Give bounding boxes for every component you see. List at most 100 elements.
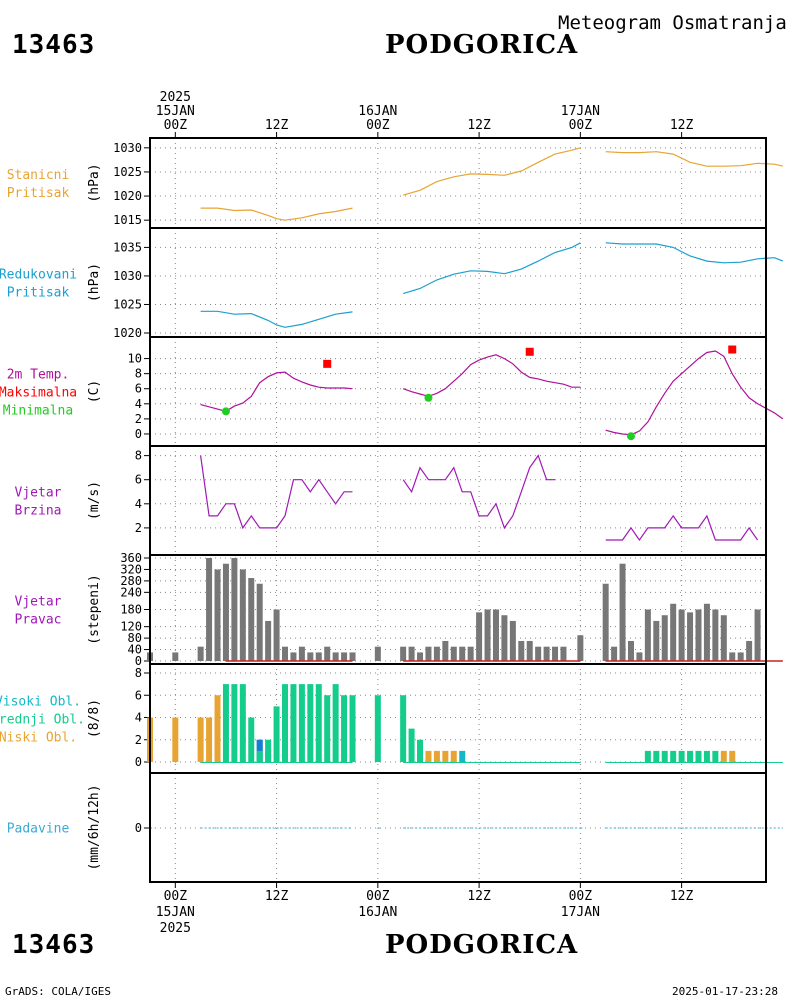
cloud-bar xyxy=(332,684,339,762)
direction-bar xyxy=(552,646,559,661)
direction-bar xyxy=(484,609,491,661)
panel-label: Padavine xyxy=(7,822,70,837)
cloud-bar xyxy=(172,717,179,762)
direction-bar xyxy=(627,640,634,661)
direction-bar xyxy=(636,652,643,661)
series-line-temperature xyxy=(200,371,353,412)
y-tick-label: 8 xyxy=(135,666,142,680)
panel-clouds: 0 2 4 6 8 (8/8) Visoki Obl. Srednji Obl. Niski O… xyxy=(0,663,783,774)
direction-bar xyxy=(408,646,415,661)
cloud-bar xyxy=(374,695,381,762)
bottom-time-label: 00Z xyxy=(366,889,390,904)
cloud-bar xyxy=(720,750,727,762)
bottom-time-label: 15JAN xyxy=(156,905,195,920)
panel-station-pressure: 1015 1020 1025 1030 (hPa) Stanicni Pritisak xyxy=(7,137,784,229)
direction-bar xyxy=(543,646,550,661)
panel-label: Visoki Obl. xyxy=(0,695,81,710)
top-time-label: 12Z xyxy=(670,118,694,133)
panel-frame xyxy=(149,772,767,883)
cloud-bar xyxy=(239,684,246,762)
direction-bar xyxy=(290,652,297,661)
y-tick-label: 0 xyxy=(135,654,142,668)
y-tick-label: 1030 xyxy=(113,141,142,155)
panel-label: Vjetar xyxy=(15,486,62,501)
direction-bar xyxy=(341,652,348,661)
y-tick-label: 4 xyxy=(135,397,142,411)
panel-label: Vjetar xyxy=(15,595,62,610)
cloud-bar xyxy=(703,750,710,762)
direction-bar xyxy=(492,609,499,661)
meteogram-title: Meteogram Osmatranja xyxy=(558,12,787,34)
direction-bar xyxy=(670,603,677,661)
cloud-bar xyxy=(273,706,280,762)
direction-bar xyxy=(197,646,204,661)
y-tick-label: 2 xyxy=(135,412,142,426)
direction-bar xyxy=(678,609,685,661)
cloud-bar xyxy=(298,684,305,762)
panel-label: Pritisak xyxy=(7,186,70,201)
max-temp-marker xyxy=(728,345,737,354)
direction-bar xyxy=(501,615,508,661)
panel-label: Redukovani xyxy=(0,268,77,283)
y-tick-label: 6 xyxy=(135,688,142,702)
panel-label: Pritisak xyxy=(7,286,70,301)
cloud-bar xyxy=(341,695,348,762)
series-line-station-pressure xyxy=(200,207,353,221)
cloud-bar xyxy=(687,750,694,762)
panel-label: Pravac xyxy=(15,613,62,628)
y-tick-label: 40 xyxy=(128,643,142,657)
top-time-label: 12Z xyxy=(265,118,289,133)
direction-bar xyxy=(239,569,246,661)
panel-frame xyxy=(149,227,767,338)
direction-bar xyxy=(577,635,584,661)
direction-bar xyxy=(349,652,356,661)
cloud-bar xyxy=(653,750,660,762)
panel-frame xyxy=(149,445,767,556)
city-name-top: PODGORICA xyxy=(385,30,579,60)
direction-bar xyxy=(754,609,761,661)
min-temp-marker xyxy=(221,407,230,416)
direction-bar xyxy=(703,603,710,661)
max-temp-marker xyxy=(525,347,534,356)
cloud-bar xyxy=(408,728,415,762)
direction-bar xyxy=(602,583,609,661)
y-tick-label: 4 xyxy=(135,497,142,511)
direction-bar xyxy=(231,558,238,661)
top-time-label: 16JAN xyxy=(358,104,397,119)
cloud-bar xyxy=(222,684,229,762)
y-tick-label: 0 xyxy=(135,755,142,769)
direction-bar xyxy=(712,609,719,661)
min-temp-marker xyxy=(424,393,433,402)
cloud-bar xyxy=(214,695,221,762)
cloud-bar xyxy=(231,684,238,762)
generated-timestamp: 2025-01-17-23:28 xyxy=(672,985,778,998)
direction-bar xyxy=(687,612,694,661)
cloud-bar xyxy=(324,695,331,762)
direction-bar xyxy=(518,640,525,661)
y-tick-label: 240 xyxy=(120,585,142,599)
cloud-bar xyxy=(265,750,272,762)
y-tick-label: 360 xyxy=(120,551,142,565)
direction-bar xyxy=(720,615,727,661)
direction-bar xyxy=(737,652,744,661)
direction-bar xyxy=(560,646,567,661)
series-line-station-pressure xyxy=(605,151,784,167)
y-tick-label: 6 xyxy=(135,473,142,487)
series-line-wind-speed xyxy=(200,455,353,530)
cloud-bar xyxy=(282,684,289,762)
y-tick-label: 8 xyxy=(135,367,142,381)
y-tick-label: 1015 xyxy=(113,213,142,227)
cloud-bar xyxy=(670,750,677,762)
panel-label: Minimalna xyxy=(3,404,73,419)
cloud-bar xyxy=(712,750,719,762)
direction-bar xyxy=(526,640,533,661)
bottom-time-label: 12Z xyxy=(670,889,694,904)
bottom-time-label: 00Z xyxy=(569,889,593,904)
direction-bar xyxy=(695,609,702,661)
direction-bar xyxy=(256,583,263,661)
panel-label: 2m Temp. xyxy=(7,368,70,383)
top-time-label: 00Z xyxy=(164,118,188,133)
panel-wind-speed: 2 4 6 8 (m/s) Vjetar Brzina xyxy=(15,445,767,556)
